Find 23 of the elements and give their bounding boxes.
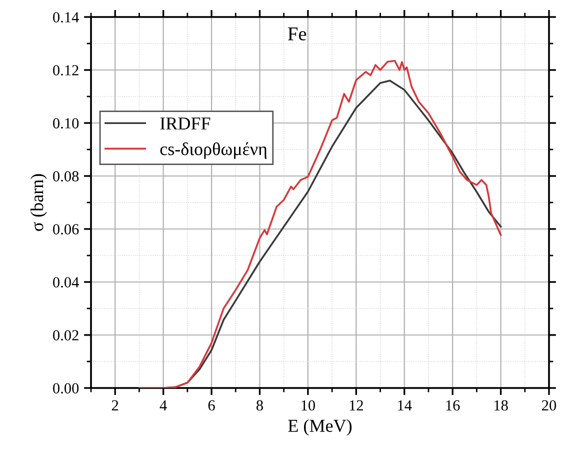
x-tick-label: 6 [208, 400, 215, 411]
y-tick-label: 0.14 [53, 12, 79, 23]
y-tick-label: 0.02 [53, 330, 78, 341]
x-tick-label: 2 [112, 400, 118, 410]
x-tick-label: 4 [160, 400, 167, 410]
y-tick-label: 0.10 [53, 118, 79, 129]
x-tick-label: 8 [256, 400, 263, 411]
y-tick-label: 0.06 [53, 224, 79, 235]
x-tick-label: 12 [350, 400, 363, 410]
x-tick-label: 14 [398, 400, 412, 410]
x-tick-label: 18 [494, 400, 508, 411]
x-tick-label: 10 [302, 400, 316, 411]
y-tick-label: 0.04 [53, 277, 79, 288]
x-axis-title: E (MeV) [288, 419, 352, 436]
y-axis-title: σ (barn) [30, 174, 47, 231]
legend-label: cs-διορθωμένη [160, 142, 267, 159]
y-tick-label: 0.00 [53, 383, 79, 394]
y-tick-label: 0.08 [53, 171, 79, 182]
legend-label: IRDFF [160, 118, 210, 130]
y-tick-label: 0.12 [53, 65, 78, 76]
x-tick-label: 16 [446, 400, 460, 411]
annotation: Fe [288, 27, 306, 40]
x-tick-label: 20 [542, 400, 556, 411]
